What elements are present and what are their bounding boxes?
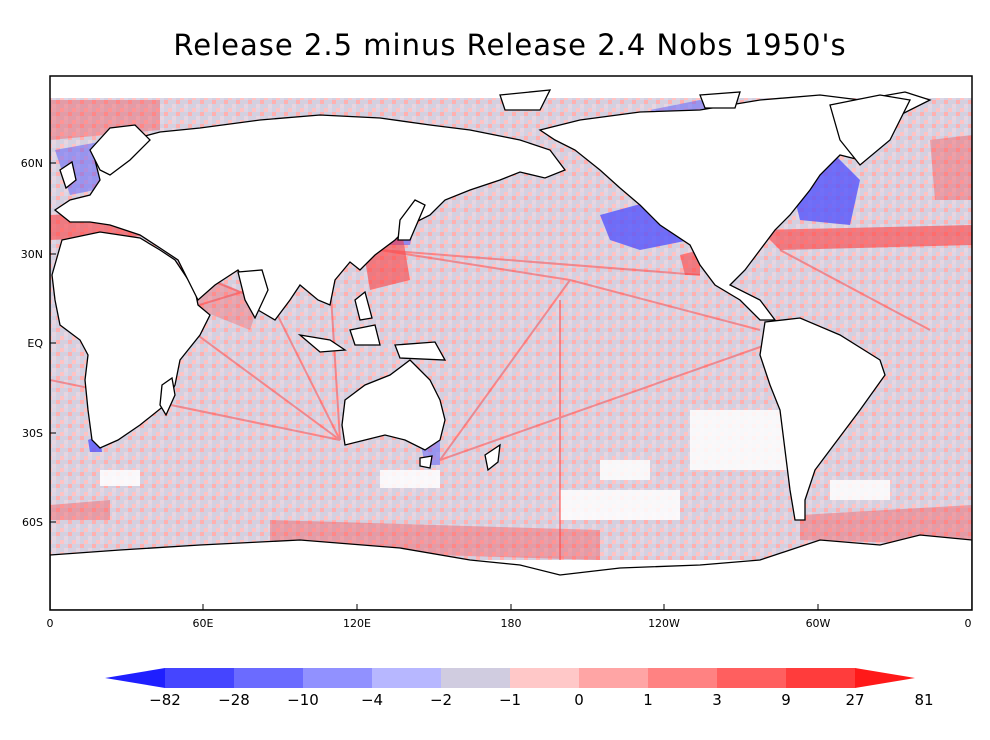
- colorbar-swatch: [234, 668, 304, 688]
- lat-label: 60N: [21, 157, 43, 170]
- colorbar-label: 81: [914, 691, 933, 709]
- colorbar-swatch: [648, 668, 718, 688]
- colorbar-swatch: [855, 668, 915, 688]
- arctic-nodata: [50, 76, 972, 98]
- colorbar-swatch: [579, 668, 649, 688]
- colorbar-swatch: [786, 668, 856, 688]
- sparse-patches: [100, 410, 890, 520]
- axis-ticks: [50, 162, 819, 610]
- colorbar-label: −1: [499, 691, 521, 709]
- colorbar-label: −28: [218, 691, 250, 709]
- australia: [341, 359, 446, 451]
- lon-label: 0: [47, 617, 54, 630]
- colorbar-label: 9: [781, 691, 791, 709]
- colorbar-swatch: [165, 668, 235, 688]
- antarctica: [50, 534, 972, 610]
- colorbar: −82 −28 −10 −4 −2 −1 0 1 3 9 27 81: [105, 668, 934, 709]
- lon-label: 120W: [648, 617, 680, 630]
- colorbar-label: −82: [149, 691, 181, 709]
- colorbar-swatch: [717, 668, 787, 688]
- colorbar-label: 27: [845, 691, 864, 709]
- north-america: [538, 91, 932, 321]
- colorbar-label: −4: [361, 691, 383, 709]
- south-america: [759, 317, 886, 521]
- colorbar-label: 1: [643, 691, 653, 709]
- lon-label: 60E: [193, 617, 214, 630]
- eurasia: [53, 114, 567, 321]
- colorbar-label: 3: [712, 691, 722, 709]
- lon-label: 60W: [806, 617, 831, 630]
- colorbar-swatch: [441, 668, 511, 688]
- colorbar-label: −2: [430, 691, 452, 709]
- colorbar-label: −10: [287, 691, 319, 709]
- colorbar-swatch: [372, 668, 442, 688]
- colorbar-swatch: [303, 668, 373, 688]
- longitude-labels: 0 60E 120E 180 120W 60W 0: [47, 617, 972, 630]
- lat-label: 30S: [22, 427, 43, 440]
- map-panel: [50, 76, 972, 610]
- land: [50, 89, 972, 610]
- colorbar-label: 0: [574, 691, 584, 709]
- lon-label: 180: [501, 617, 522, 630]
- lat-label: 30N: [21, 248, 43, 261]
- colorbar-swatch: [105, 668, 165, 688]
- lon-label: 120E: [343, 617, 371, 630]
- lat-label: EQ: [27, 337, 43, 350]
- lon-label: 0: [965, 617, 972, 630]
- latitude-labels: 60N 30N EQ 30S 60S: [21, 157, 44, 529]
- plot-title: Release 2.5 minus Release 2.4 Nobs 1950'…: [173, 28, 847, 62]
- colorbar-swatch: [510, 668, 580, 688]
- lat-label: 60S: [22, 516, 43, 529]
